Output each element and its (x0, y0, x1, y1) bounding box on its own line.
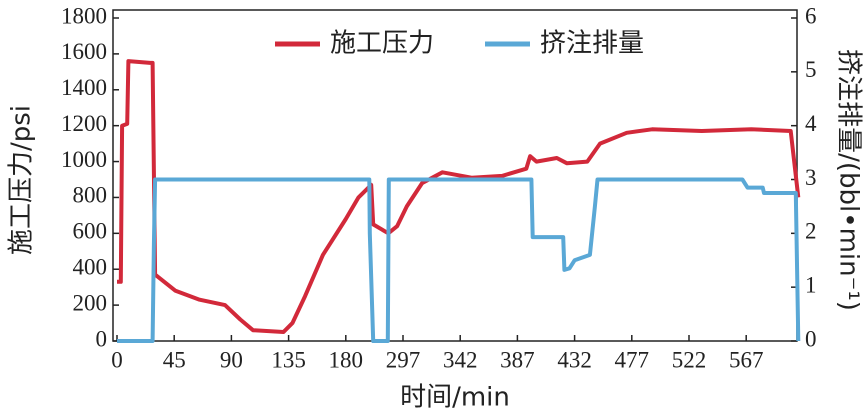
x-tick-label: 387 (500, 347, 535, 372)
x-tick-label: 342 (443, 347, 478, 372)
x-tick-label: 297 (386, 347, 421, 372)
x-tick-label: 90 (220, 347, 243, 372)
legend-label: 施工压力 (330, 29, 434, 59)
legend-label: 挤注排量 (540, 29, 644, 59)
y-tick-label: 1400 (61, 75, 107, 100)
y-tick-label: 200 (73, 290, 108, 315)
series-line (117, 59, 801, 334)
x-tick-label: 45 (163, 347, 186, 372)
x-tick-label: 432 (557, 347, 592, 372)
x-tick-label: 135 (271, 347, 306, 372)
y-tick-label: 800 (73, 183, 108, 208)
y-tick-label: 400 (73, 255, 108, 280)
series-line (117, 177, 801, 343)
y2-tick-label: 0 (805, 326, 817, 351)
y2-tick-label: 3 (805, 165, 817, 190)
x-tick-label: 522 (672, 347, 707, 372)
x-tick-label: 477 (615, 347, 650, 372)
x-tick-label: 567 (729, 347, 764, 372)
y-tick-label: 0 (96, 326, 108, 351)
y2-tick-label: 5 (805, 57, 817, 82)
y-tick-label: 600 (73, 219, 108, 244)
y-tick-label: 1800 (61, 3, 107, 28)
x-tick-label: 180 (329, 347, 364, 372)
y2-tick-label: 1 (805, 272, 817, 297)
y2-tick-label: 4 (805, 111, 817, 136)
y2-tick-label: 2 (805, 219, 817, 244)
y-axis-label: 施工压力/psi (7, 105, 37, 255)
x-tick-label: 0 (111, 347, 123, 372)
y2-axis-label: 挤注排量/(bbl•min⁻¹) (834, 49, 864, 311)
x-axis-label: 时间/min (400, 383, 510, 413)
y-tick-label: 1200 (61, 111, 107, 136)
y2-tick-label: 6 (805, 3, 817, 28)
y-tick-label: 1600 (61, 39, 107, 64)
y-tick-label: 1000 (61, 147, 107, 172)
